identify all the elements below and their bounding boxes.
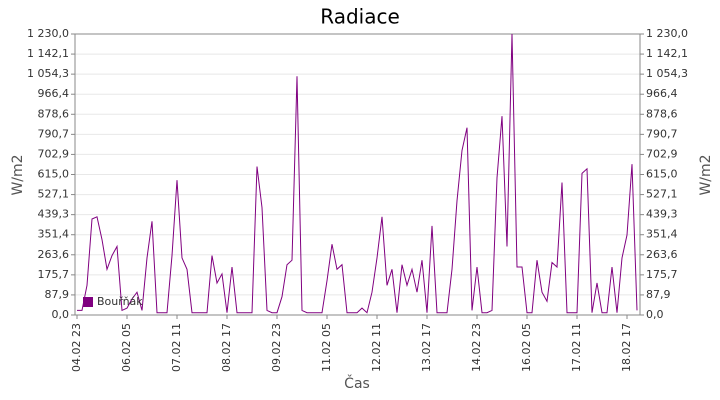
y2-tick-label: 615,0 xyxy=(646,168,678,181)
x-axis-label: Čas xyxy=(344,374,370,392)
y2-tick-label: 439,3 xyxy=(646,208,678,221)
plot-frame xyxy=(74,33,641,316)
x-tick-label: 08.02 17 xyxy=(220,323,233,372)
y-tick-label: 0,0 xyxy=(52,308,70,321)
chart-title: Radiace xyxy=(320,5,400,29)
x-tick-label: 17.02 11 xyxy=(570,323,583,372)
x-tick-label: 04.02 23 xyxy=(70,323,83,372)
y2-tick-label: 702,9 xyxy=(646,147,678,160)
y2-tick-label: 1 142,1 xyxy=(646,47,688,60)
y-tick-label: 175,7 xyxy=(38,268,70,281)
y-tick-label: 966,4 xyxy=(38,87,70,100)
y-tick-label: 1 142,1 xyxy=(27,47,69,60)
y2-tick-label: 790,7 xyxy=(646,127,678,140)
x-tick-label: 07.02 11 xyxy=(170,323,183,372)
y-tick-label: 1 054,3 xyxy=(27,67,69,80)
y-tick-label: 351,4 xyxy=(38,228,70,241)
legend-label: Bouřňák xyxy=(97,295,143,308)
x-tick-label: 14.02 23 xyxy=(470,323,483,372)
y2-tick-label: 351,4 xyxy=(646,228,678,241)
y-tick-label: 439,3 xyxy=(38,208,70,221)
y2-tick-label: 878,6 xyxy=(646,107,678,120)
x-tick-label: 11.02 05 xyxy=(320,323,333,372)
y-tick-label: 790,7 xyxy=(38,127,70,140)
x-tick-label: 12.02 11 xyxy=(370,323,383,372)
legend-swatch xyxy=(83,297,93,307)
y2-tick-label: 1 230,0 xyxy=(646,27,688,40)
y2-tick-label: 175,7 xyxy=(646,268,678,281)
y-tick-label: 263,6 xyxy=(38,248,70,261)
y2-tick-label: 1 054,3 xyxy=(646,67,688,80)
y-tick-label: 878,6 xyxy=(38,107,70,120)
x-tick-label: 06.02 05 xyxy=(120,323,133,372)
y2-tick-label: 527,1 xyxy=(646,188,678,201)
x-tick-label: 16.02 05 xyxy=(520,323,533,372)
y-tick-label: 527,1 xyxy=(38,188,70,201)
y-axis-label: W/m2 xyxy=(10,154,26,195)
line-series xyxy=(77,33,638,314)
y-tick-label: 702,9 xyxy=(38,147,70,160)
y-tick-label: 615,0 xyxy=(38,168,70,181)
y-tick-label: 87,9 xyxy=(45,288,70,301)
y2-tick-label: 966,4 xyxy=(646,87,678,100)
y2-axis-label: W/m2 xyxy=(698,154,714,195)
x-tick-label: 13.02 17 xyxy=(420,323,433,372)
y2-tick-label: 263,6 xyxy=(646,248,678,261)
x-tick-label: 18.02 17 xyxy=(620,323,633,372)
y-tick-label: 1 230,0 xyxy=(27,27,69,40)
y2-tick-label: 0,0 xyxy=(646,308,664,321)
x-tick-label: 09.02 23 xyxy=(270,323,283,372)
y2-tick-label: 87,9 xyxy=(646,288,671,301)
